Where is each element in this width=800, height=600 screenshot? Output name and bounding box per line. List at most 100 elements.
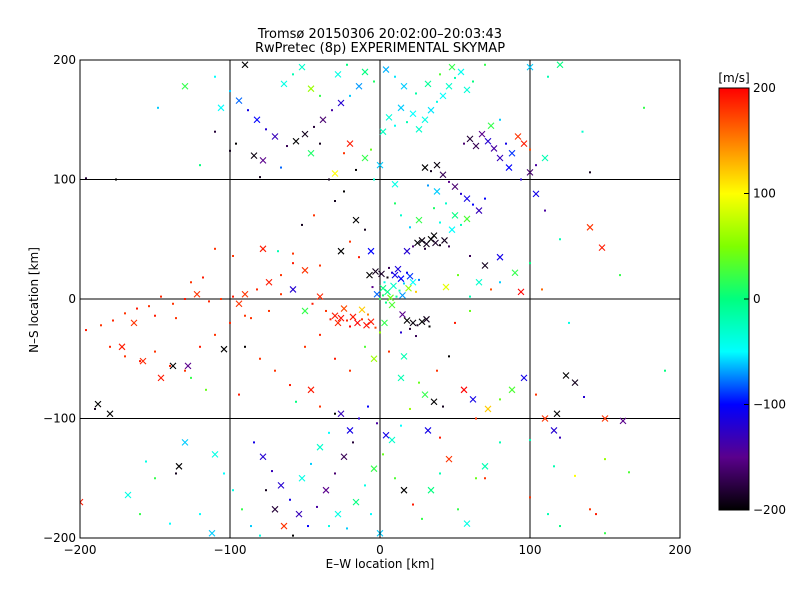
data-point-cross [370, 355, 378, 363]
data-points [80, 61, 666, 537]
data-point-cross [337, 314, 345, 322]
data-point-dot [535, 164, 537, 167]
data-point-dot [382, 294, 384, 297]
data-point-dot [169, 364, 171, 367]
data-point-cross [430, 398, 438, 406]
y-axis-label: N–S location [km] [27, 247, 41, 353]
data-point-dot [430, 170, 432, 173]
data-point-dot [331, 109, 333, 112]
data-point-dot [418, 278, 420, 281]
data-point-dot [364, 228, 366, 231]
data-point-cross [280, 522, 288, 530]
data-point-dot [395, 295, 398, 298]
data-point-cross [384, 288, 391, 296]
data-point-dot [364, 484, 366, 487]
data-point-cross [280, 80, 288, 88]
x-tick-label: −200 [64, 543, 97, 557]
data-point-dot [383, 281, 386, 284]
data-point-dot [364, 345, 366, 348]
data-point-cross [550, 427, 558, 434]
x-tick-label: −100 [214, 543, 247, 557]
data-point-dot [334, 200, 336, 203]
data-point-cross [337, 247, 345, 255]
data-point-cross [430, 232, 438, 240]
data-point-cross [481, 462, 489, 470]
data-point-cross [571, 379, 579, 387]
data-point-dot [535, 393, 537, 396]
data-point-dot [394, 124, 396, 127]
data-point-dot [454, 321, 456, 324]
data-point-dot [454, 76, 456, 79]
data-point-cross [382, 66, 390, 73]
colorbar-tick-label: 100 [753, 187, 776, 201]
data-point-cross [484, 405, 492, 413]
data-point-cross [541, 154, 549, 162]
data-point-cross [526, 63, 534, 71]
data-point-dot [388, 350, 390, 353]
data-point-dot [499, 118, 501, 121]
data-point-dot [229, 90, 231, 93]
data-point-dot [581, 130, 584, 133]
data-point-dot [343, 152, 345, 155]
x-axis-ticks: −200 −100 0 100 200 [64, 60, 691, 557]
data-point-cross [556, 61, 564, 69]
data-point-cross [390, 282, 397, 290]
data-point-dot [259, 357, 261, 360]
data-point-cross [441, 237, 448, 244]
data-point-cross [514, 133, 522, 140]
data-point-dot [457, 274, 459, 277]
data-point-cross [301, 266, 309, 274]
data-point-dot [394, 477, 396, 480]
data-point-dot [361, 318, 363, 321]
data-point-dot [319, 405, 321, 408]
data-point-cross [316, 443, 324, 451]
data-point-dot [469, 254, 471, 257]
data-point-dot [475, 417, 477, 420]
data-point-cross [427, 106, 435, 114]
data-point-dot [388, 266, 390, 269]
data-point-dot [394, 202, 396, 205]
data-point-cross [427, 486, 435, 494]
data-point-dot [499, 441, 501, 444]
data-point-cross [331, 170, 339, 177]
data-point-dot [202, 276, 204, 279]
data-point-cross [80, 498, 84, 506]
data-point-cross [457, 68, 465, 76]
data-point-dot [559, 436, 561, 439]
data-point-cross [520, 140, 528, 148]
data-point-dot [295, 400, 297, 403]
data-point-cross [307, 85, 315, 93]
data-point-cross [505, 164, 513, 171]
y-axis-ticks: −200 −100 0 100 200 [43, 53, 680, 545]
data-point-cross [601, 415, 609, 422]
data-point-dot [358, 256, 360, 259]
data-point-dot [220, 298, 222, 300]
data-point-dot [379, 331, 381, 334]
data-point-dot [94, 407, 96, 410]
data-point-dot [418, 381, 420, 384]
data-point-dot [286, 145, 288, 148]
data-point-dot [439, 472, 441, 475]
data-point-cross [448, 63, 456, 71]
data-point-dot [439, 436, 441, 439]
data-point-dot [214, 333, 216, 336]
data-point-cross [241, 290, 249, 298]
data-point-cross [361, 68, 369, 76]
data-point-dot [169, 522, 171, 525]
data-point-cross [496, 154, 504, 162]
data-point-dot [139, 513, 141, 516]
data-point-dot [541, 288, 543, 291]
data-point-cross [349, 313, 357, 321]
data-point-dot [214, 247, 216, 250]
data-point-cross [289, 286, 297, 293]
data-point-dot [445, 202, 447, 205]
data-point-cross [463, 520, 471, 528]
data-point-cross [211, 450, 219, 458]
data-point-cross [352, 216, 360, 224]
data-point-dot [280, 274, 282, 277]
data-point-cross [352, 498, 360, 506]
data-point-cross [414, 239, 421, 247]
data-point-dot [427, 184, 429, 187]
data-point-dot [409, 327, 411, 330]
